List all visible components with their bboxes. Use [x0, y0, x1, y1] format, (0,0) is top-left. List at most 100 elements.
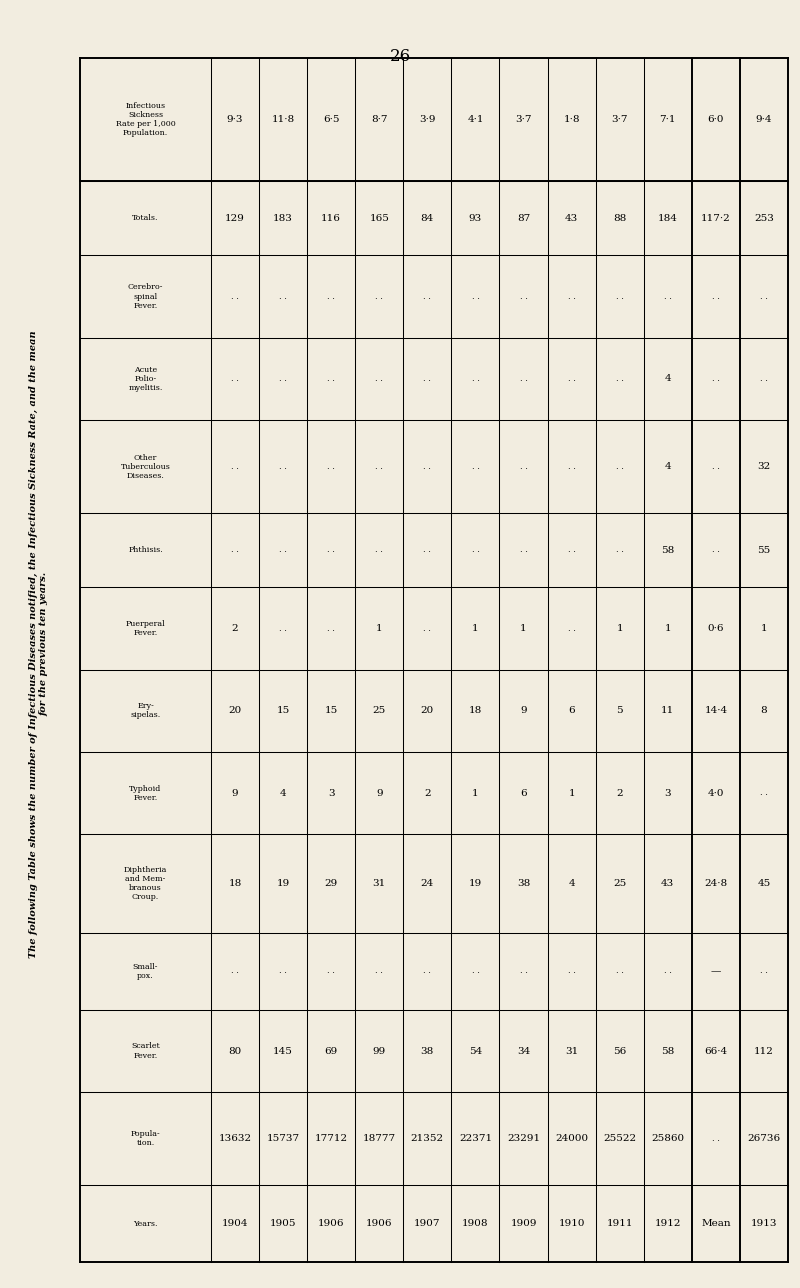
Text: 253: 253 — [754, 214, 774, 223]
Text: 23291: 23291 — [507, 1135, 540, 1144]
Text: 1: 1 — [665, 625, 671, 634]
Text: 14·4: 14·4 — [704, 706, 727, 715]
Text: . .: . . — [760, 967, 768, 975]
Text: . .: . . — [712, 1135, 720, 1142]
Text: Small-
pox.: Small- pox. — [133, 963, 158, 980]
Text: 2: 2 — [616, 788, 623, 797]
Text: 3·9: 3·9 — [419, 115, 436, 124]
Text: 1: 1 — [472, 788, 478, 797]
Text: . .: . . — [327, 967, 335, 975]
Text: . .: . . — [231, 546, 239, 554]
Text: . .: . . — [616, 375, 624, 383]
Text: 20: 20 — [228, 706, 242, 715]
Text: 3·7: 3·7 — [611, 115, 628, 124]
Text: 1: 1 — [616, 625, 623, 634]
Text: . .: . . — [375, 292, 383, 300]
Text: 1: 1 — [761, 625, 767, 634]
Text: Scarlet
Fever.: Scarlet Fever. — [131, 1042, 160, 1060]
Text: . .: . . — [471, 546, 479, 554]
Text: 1911: 1911 — [606, 1220, 633, 1229]
Text: Infectious
Sickness
Rate per 1,000
Population.: Infectious Sickness Rate per 1,000 Popul… — [116, 102, 175, 138]
Text: Totals.: Totals. — [132, 214, 158, 223]
Text: 2: 2 — [232, 625, 238, 634]
Text: . .: . . — [616, 462, 624, 470]
Text: . .: . . — [471, 375, 479, 383]
Text: . .: . . — [279, 462, 287, 470]
Text: . .: . . — [423, 625, 431, 632]
Text: Typhoid
Fever.: Typhoid Fever. — [130, 784, 162, 801]
Text: . .: . . — [375, 375, 383, 383]
Text: 19: 19 — [277, 880, 290, 889]
Text: Mean: Mean — [701, 1220, 730, 1229]
Text: 29: 29 — [325, 880, 338, 889]
Text: . .: . . — [519, 292, 527, 300]
Text: 1906: 1906 — [366, 1220, 393, 1229]
Text: 1910: 1910 — [558, 1220, 585, 1229]
Text: 1909: 1909 — [510, 1220, 537, 1229]
Text: 8: 8 — [761, 706, 767, 715]
Text: 1: 1 — [472, 625, 478, 634]
Text: 43: 43 — [565, 214, 578, 223]
Text: . .: . . — [471, 292, 479, 300]
Text: . .: . . — [423, 292, 431, 300]
Text: . .: . . — [712, 462, 720, 470]
Text: 4: 4 — [665, 462, 671, 471]
Text: 88: 88 — [613, 214, 626, 223]
Text: . .: . . — [760, 790, 768, 797]
Text: 129: 129 — [225, 214, 245, 223]
Text: . .: . . — [664, 292, 672, 300]
Text: 15: 15 — [325, 706, 338, 715]
Text: . .: . . — [327, 546, 335, 554]
Text: 7·1: 7·1 — [659, 115, 676, 124]
Text: 0·6: 0·6 — [708, 625, 724, 634]
Text: Acute
Polio-
myelitis.: Acute Polio- myelitis. — [128, 366, 162, 392]
Text: 3: 3 — [665, 788, 671, 797]
Text: 22371: 22371 — [459, 1135, 492, 1144]
Text: 1908: 1908 — [462, 1220, 489, 1229]
Text: The following Table shows the number of Infectious Diseases notified, the Infect: The following Table shows the number of … — [29, 330, 48, 958]
Text: 17712: 17712 — [314, 1135, 348, 1144]
Text: 3: 3 — [328, 788, 334, 797]
Text: . .: . . — [231, 462, 239, 470]
Text: . .: . . — [423, 967, 431, 975]
Text: . .: . . — [616, 546, 624, 554]
Text: 20: 20 — [421, 706, 434, 715]
Text: 31: 31 — [565, 1047, 578, 1055]
Text: 1907: 1907 — [414, 1220, 441, 1229]
Text: 1912: 1912 — [654, 1220, 681, 1229]
Text: 56: 56 — [613, 1047, 626, 1055]
Text: 6: 6 — [520, 788, 527, 797]
Text: 18777: 18777 — [362, 1135, 396, 1144]
Text: 116: 116 — [322, 214, 341, 223]
Text: . .: . . — [568, 292, 575, 300]
Text: Cerebro-
spinal
Fever.: Cerebro- spinal Fever. — [128, 283, 163, 310]
Text: 2: 2 — [424, 788, 430, 797]
Text: 24000: 24000 — [555, 1135, 588, 1144]
Text: . .: . . — [568, 967, 575, 975]
Text: . .: . . — [423, 546, 431, 554]
Text: Phthisis.: Phthisis. — [128, 546, 163, 554]
Text: 9·4: 9·4 — [756, 115, 772, 124]
Text: . .: . . — [423, 462, 431, 470]
Text: Puerperal
Fever.: Puerperal Fever. — [126, 620, 166, 638]
Text: 183: 183 — [273, 214, 293, 223]
Text: . .: . . — [279, 292, 287, 300]
Text: 6·0: 6·0 — [708, 115, 724, 124]
Text: 34: 34 — [517, 1047, 530, 1055]
Text: Ery-
sipelas.: Ery- sipelas. — [130, 702, 161, 720]
Text: 25: 25 — [373, 706, 386, 715]
Text: 80: 80 — [228, 1047, 242, 1055]
Text: . .: . . — [712, 546, 720, 554]
Text: 1: 1 — [568, 788, 575, 797]
Text: . .: . . — [327, 375, 335, 383]
Text: . .: . . — [760, 375, 768, 383]
Text: 15737: 15737 — [266, 1135, 300, 1144]
Text: 184: 184 — [658, 214, 678, 223]
Text: 26736: 26736 — [747, 1135, 781, 1144]
Text: 26: 26 — [390, 48, 410, 64]
Text: 1904: 1904 — [222, 1220, 248, 1229]
Text: 165: 165 — [370, 214, 390, 223]
Text: 9: 9 — [232, 788, 238, 797]
Text: 11: 11 — [661, 706, 674, 715]
Text: 6: 6 — [568, 706, 575, 715]
